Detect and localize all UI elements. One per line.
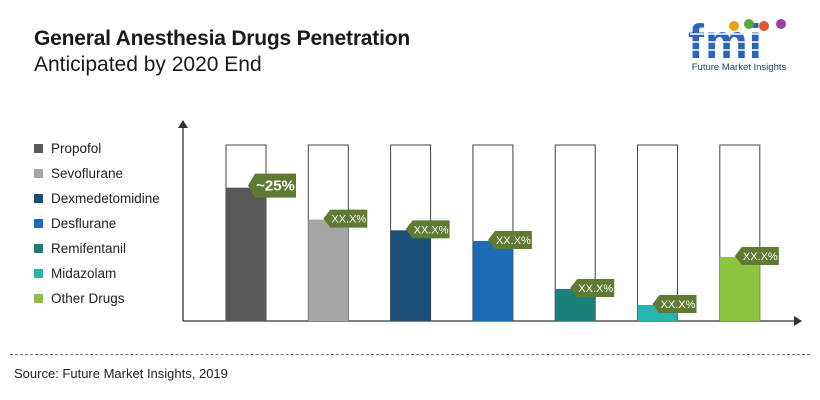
legend-item: Other Drugs [34,286,160,311]
source-note: Source: Future Market Insights, 2019 [14,366,228,381]
logo-dot-red [759,21,769,31]
logo-caption: Future Market Insights [691,62,787,73]
legend-swatch [34,269,43,278]
bar [472,241,513,321]
y-axis-arrow [178,120,188,128]
chart-legend: Propofol Sevoflurane Dexmedetomidine Desflu… [34,136,160,311]
logo-dot-orange [729,21,739,31]
data-label: XX.X% [414,224,449,236]
legend-label: Dexmedetomidine [51,191,160,206]
chart-title-block: General Anesthesia Drugs Penetration Ant… [34,26,410,78]
legend-item: Midazolam [34,261,160,286]
legend-label: Remifentanil [51,241,127,256]
logo-dot-purple [776,19,786,29]
data-label: ~25% [256,178,295,195]
data-label-box [487,231,532,249]
legend-label: Desflurane [51,216,117,231]
footer-divider [10,354,810,355]
logo-dot-green [744,19,754,29]
bar [390,230,431,321]
legend-item: Desflurane [34,211,160,236]
fmi-logo: fmi Future Market Insights [686,14,806,80]
data-label: XX.X% [743,251,778,263]
legend-swatch [34,219,43,228]
bar-chart: ~25% XX.X% XX.X% XX.X% XX.X% XX.X% XX.X% [178,120,802,326]
legend-label: Other Drugs [51,291,125,306]
x-axis-arrow [794,316,802,326]
data-label: XX.X% [331,214,366,226]
chart-title: General Anesthesia Drugs Penetration [34,27,410,50]
legend-label: Midazolam [51,266,117,281]
legend-item: Sevoflurane [34,161,160,186]
legend-swatch [34,169,43,178]
data-label: XX.X% [496,235,531,247]
bar [308,219,349,321]
legend-label: Sevoflurane [51,166,124,181]
data-label-box [652,295,697,313]
data-label-box [405,220,450,239]
legend-item: Remifentanil [34,236,160,261]
legend-item: Dexmedetomidine [34,186,160,211]
legend-swatch [34,244,43,253]
data-label: XX.X% [578,283,613,295]
data-label-box [734,247,779,265]
legend-label: Propofol [51,141,102,156]
data-label: XX.X% [661,299,696,311]
legend-swatch [34,294,43,303]
data-label-box [570,279,615,297]
legend-swatch [34,194,43,203]
bar [226,187,266,321]
bar [719,257,760,321]
data-label-box [248,173,296,198]
legend-item: Propofol [34,136,160,161]
data-label-box [323,209,368,228]
bar-frame [637,144,678,322]
legend-swatch [34,144,43,153]
fmi-logo-mark: fmi [688,16,790,69]
chart-subtitle: Anticipated by 2020 End [34,53,262,76]
